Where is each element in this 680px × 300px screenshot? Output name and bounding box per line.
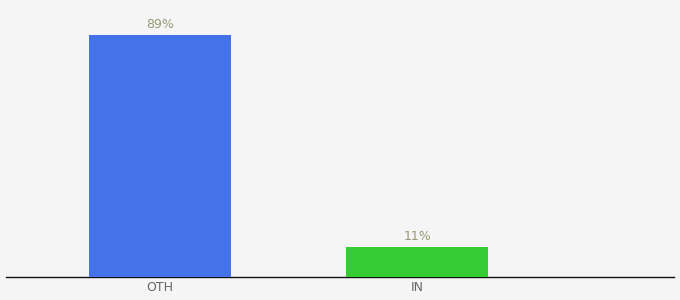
Text: 89%: 89% (146, 18, 174, 31)
Text: 11%: 11% (403, 230, 431, 243)
Bar (346, 247, 488, 277)
Bar (89, 35, 231, 277)
